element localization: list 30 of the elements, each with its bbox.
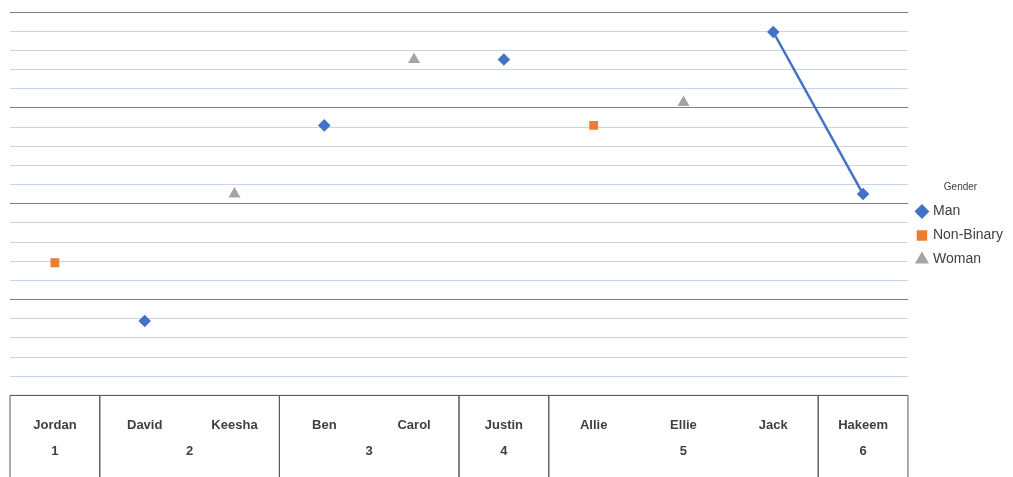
text: 2 — [185, 442, 194, 458]
x-tick-label: Jordan — [33, 416, 77, 432]
point — [678, 96, 689, 106]
point — [229, 188, 240, 198]
text: 1 — [51, 442, 59, 458]
point — [589, 120, 599, 130]
x-tick-label: Ellie — [670, 416, 697, 432]
text: 5 — [679, 442, 688, 458]
point — [857, 188, 869, 200]
point — [408, 53, 420, 64]
x-tick-label: Allie — [579, 416, 608, 432]
point — [318, 119, 331, 132]
legend-label: Non-Binary — [932, 226, 1003, 243]
legend-title: Gender — [943, 181, 978, 193]
x-tick-label: Keesha — [211, 416, 259, 432]
x-tick-label: Hakeem — [838, 416, 889, 432]
text: 3 — [365, 442, 373, 458]
text: 4 — [500, 442, 509, 458]
legend-label: Man — [932, 202, 961, 219]
x-tick-label: David — [126, 416, 163, 432]
x-tick-label: Jack — [758, 416, 789, 432]
point — [767, 26, 780, 38]
point — [138, 315, 151, 327]
legend-label: Woman — [932, 250, 981, 267]
x-tick-label: Justin — [484, 416, 524, 432]
text: 6 — [859, 442, 867, 458]
x-tick-label: Ben — [312, 416, 337, 432]
point — [50, 258, 60, 268]
point — [498, 53, 510, 66]
x-tick-label: Carol — [397, 416, 431, 432]
